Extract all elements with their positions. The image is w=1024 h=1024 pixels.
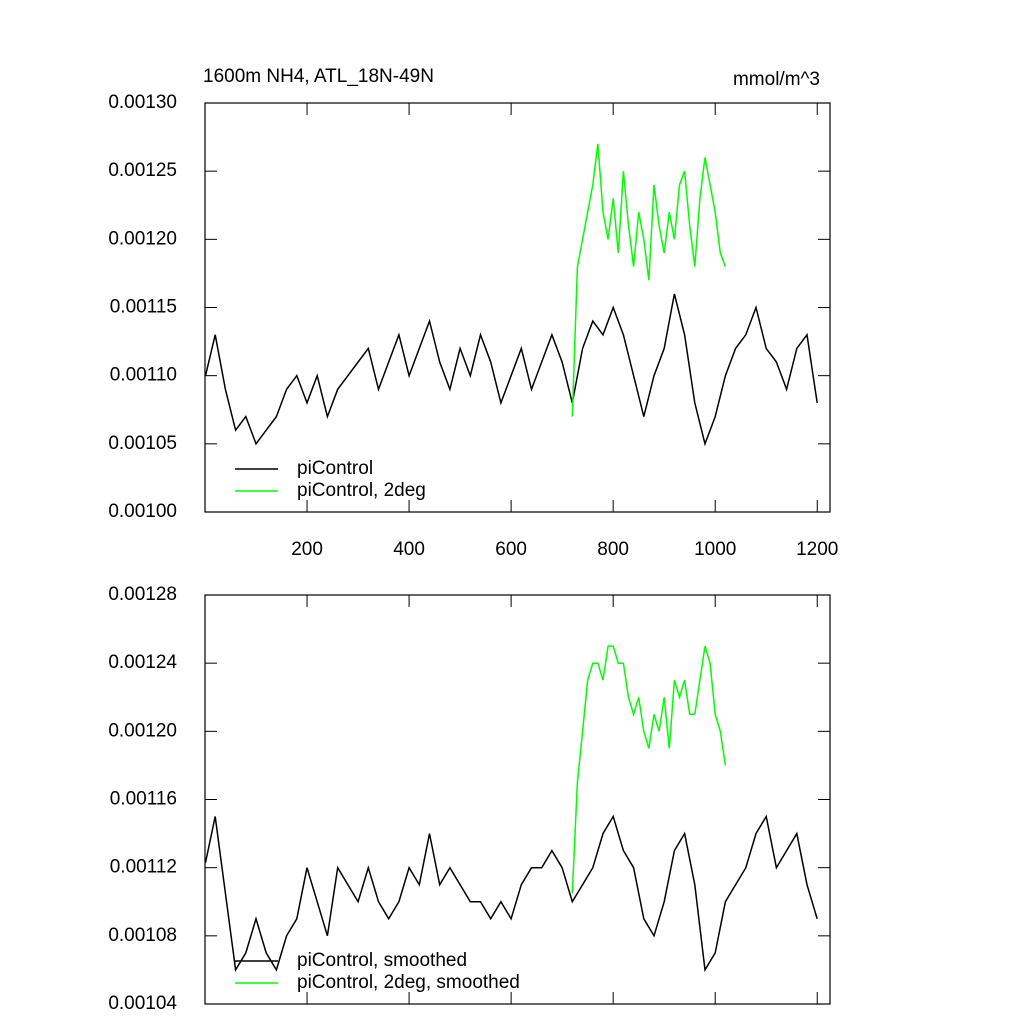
y-tick-label: 0.00100	[108, 501, 177, 522]
data-line	[204, 814, 818, 973]
y-tick-label: 0.00110	[110, 365, 177, 386]
y-tick-label: 0.00120	[108, 228, 177, 249]
y-tick-label: 0.00130	[108, 92, 177, 113]
plot-frame	[204, 102, 831, 513]
units-label: mmol/m^3	[733, 69, 820, 90]
y-tick-label: 0.00104	[108, 993, 177, 1014]
y-tick-label: 0.00116	[110, 789, 177, 810]
data-line	[571, 645, 727, 894]
chart-title: 1600m NH4, ATL_18N-49N	[203, 66, 434, 87]
legend-label: piControl	[297, 458, 373, 479]
y-tick-label: 0.00124	[108, 652, 177, 673]
x-tick-label: 600	[495, 539, 527, 560]
x-tick-label: 800	[597, 539, 629, 560]
y-tick-label: 0.00112	[110, 857, 177, 878]
data-line	[204, 293, 818, 447]
x-tick-label: 400	[393, 539, 425, 560]
x-tick-label: 200	[291, 539, 323, 560]
y-tick-label: 0.00128	[108, 584, 177, 605]
x-tick-label: 1000	[694, 539, 736, 560]
y-tick-label: 0.00115	[110, 297, 177, 318]
y-tick-label: 0.00108	[108, 925, 177, 946]
legend-label: piControl, smoothed	[297, 950, 467, 971]
y-tick-label: 0.00120	[108, 720, 177, 741]
y-tick-label: 0.00125	[108, 160, 177, 181]
legend-label: piControl, 2deg, smoothed	[297, 972, 520, 993]
plot-frame	[204, 594, 831, 1005]
data-line	[571, 143, 727, 417]
legend-label: piControl, 2deg	[297, 480, 426, 501]
x-tick-label: 1200	[796, 539, 838, 560]
y-tick-label: 0.00105	[108, 433, 177, 454]
